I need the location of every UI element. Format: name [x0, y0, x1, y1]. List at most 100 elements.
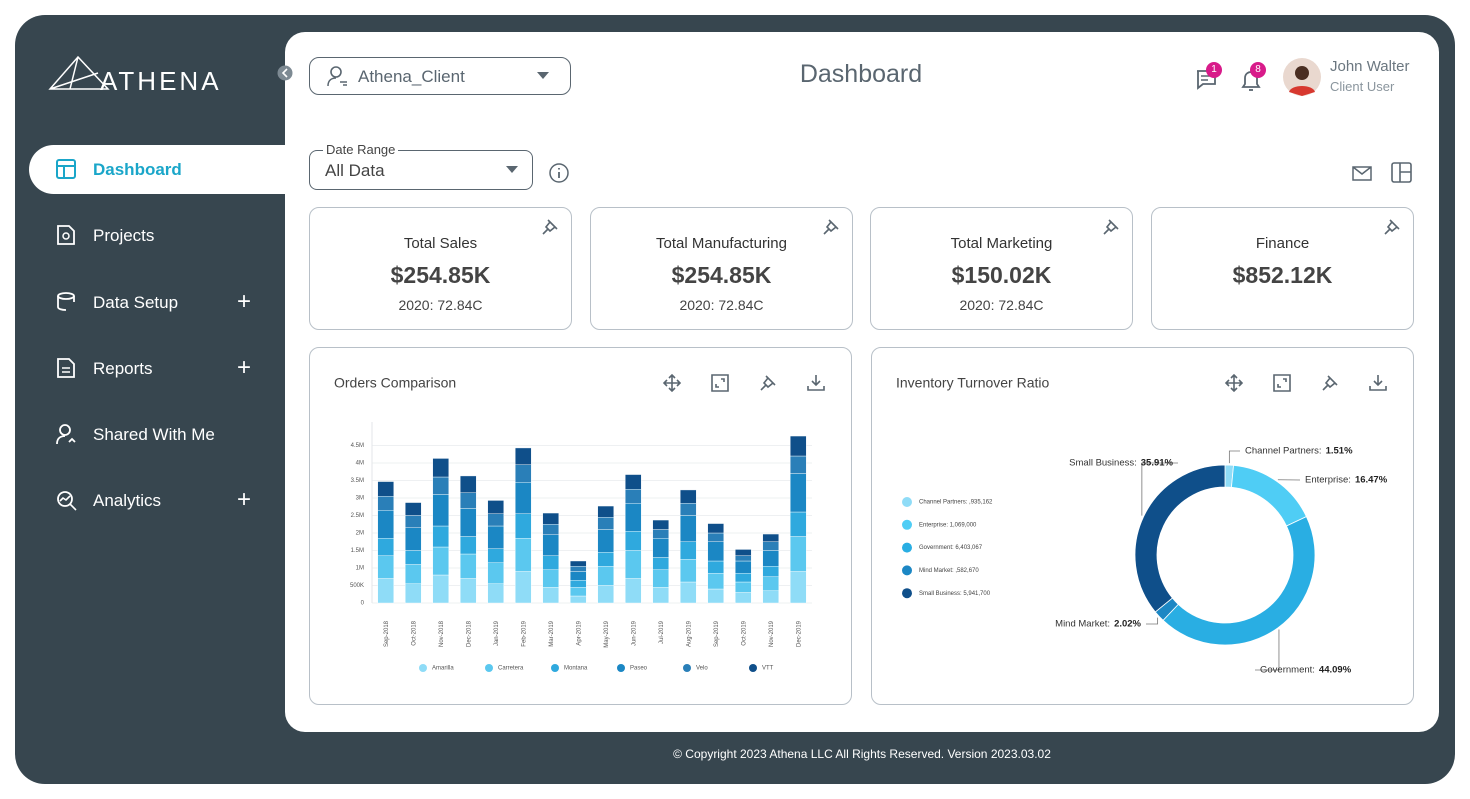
kpi-card: Total Sales $254.85K 2020: 72.84C — [309, 207, 572, 330]
move-icon[interactable] — [1224, 373, 1244, 393]
bar-segment — [707, 588, 724, 604]
bar-segment — [707, 541, 724, 562]
bar-segment — [790, 571, 807, 604]
client-selector[interactable] — [309, 57, 571, 95]
bar-segment — [735, 573, 752, 583]
bar-segment — [597, 585, 614, 604]
pin-icon[interactable] — [1322, 375, 1338, 391]
nav-item[interactable]: Analytics — [93, 491, 162, 510]
slice-value: 16.47% — [1355, 475, 1388, 486]
x-tick-label: Jun-2019 — [631, 620, 637, 646]
leader-line — [1141, 462, 1178, 516]
y-tick-label: 3.5M — [351, 478, 364, 484]
bar-segment — [707, 532, 724, 542]
bar-segment — [680, 541, 697, 560]
x-tick-label: Feb-2019 — [521, 620, 527, 646]
bar-segment — [762, 576, 779, 591]
bar-segment — [542, 524, 559, 535]
legend-label: Paseo — [630, 666, 648, 672]
expand-icon[interactable]: + — [237, 354, 252, 381]
pin-icon[interactable] — [822, 218, 842, 238]
kpi-card: Total Marketing $150.02K 2020: 72.84C — [870, 207, 1133, 330]
x-tick-label: Dec-2019 — [796, 620, 802, 647]
donut-slice — [1162, 516, 1316, 646]
expand-icon[interactable] — [711, 374, 729, 392]
bar-segment — [790, 473, 807, 513]
slice-label: Channel Partners: — [1245, 446, 1322, 457]
bar-segment — [570, 560, 587, 567]
download-icon[interactable] — [1369, 375, 1387, 391]
bar-segment — [570, 587, 587, 597]
x-tick-label: Dec-2018 — [466, 620, 472, 647]
nav-item[interactable]: Shared With Me — [93, 425, 215, 444]
bar-segment — [377, 481, 394, 497]
kpi-note: 2020: 72.84C — [398, 297, 483, 313]
bar-segment — [625, 503, 642, 532]
expand-icon[interactable]: + — [237, 486, 252, 513]
pin-icon[interactable] — [541, 218, 561, 238]
y-tick-label: 4.5M — [351, 443, 364, 449]
legend-marker — [902, 519, 912, 530]
kpi-title: Total Sales — [403, 235, 478, 252]
x-tick-label: Jul-2019 — [659, 620, 665, 644]
nav-item[interactable]: Reports — [93, 359, 153, 378]
bar-segment — [460, 536, 477, 555]
bar-segment — [762, 533, 779, 542]
bar-segment — [377, 510, 394, 539]
bar-segment — [652, 519, 669, 530]
kpi-title: Total Marketing — [950, 235, 1053, 252]
bar-segment — [570, 571, 587, 581]
x-tick-label: Sep-2019 — [714, 620, 720, 647]
nav-icon — [57, 225, 75, 245]
chart-title: Orders Comparison — [334, 375, 456, 391]
slice-label: Government: — [1260, 665, 1315, 676]
collapse-button[interactable] — [277, 65, 293, 81]
donut-slice — [1134, 464, 1226, 613]
pin-icon[interactable] — [760, 375, 776, 391]
x-tick-label: Nov-2019 — [769, 620, 775, 647]
bar-segment — [735, 549, 752, 556]
bar-segment — [377, 578, 394, 604]
bar-segment — [515, 464, 532, 483]
chart-card — [309, 347, 852, 705]
avatar[interactable] — [1283, 58, 1321, 96]
pin-icon[interactable] — [1102, 218, 1122, 238]
download-icon[interactable] — [807, 375, 825, 391]
bar-segment — [570, 566, 587, 572]
legend-label: Mind Market: ,582,670 — [919, 568, 979, 574]
nav-item[interactable]: Dashboard — [93, 160, 182, 179]
bar-segment — [377, 496, 394, 511]
bar-segment — [652, 538, 669, 558]
legend-marker — [485, 664, 493, 672]
email-icon[interactable] — [1350, 162, 1374, 184]
bar-segment — [405, 515, 422, 528]
bar-segment — [652, 557, 669, 570]
x-tick-label: Oct-2019 — [741, 620, 747, 645]
bar-segment — [762, 590, 779, 604]
expand-icon[interactable] — [1273, 374, 1291, 392]
nav-item[interactable]: Projects — [93, 226, 155, 245]
legend-label: VTT — [762, 666, 774, 672]
expand-icon[interactable]: + — [237, 288, 252, 315]
bar-segment — [597, 529, 614, 553]
layout-icon[interactable] — [1390, 161, 1414, 185]
pin-icon[interactable] — [1383, 218, 1403, 238]
bar-segment — [542, 555, 559, 570]
x-tick-label: Nov-2018 — [439, 620, 445, 647]
info-icon[interactable] — [548, 162, 570, 184]
nav-icon — [57, 358, 75, 378]
bar-segment — [597, 505, 614, 518]
bar-segment — [707, 560, 724, 574]
legend-marker — [617, 664, 625, 672]
slice-label: Small Business: — [1069, 458, 1137, 469]
notifications-badge: 8 — [1250, 62, 1266, 78]
legend-label: Government: 6,403,067 — [919, 545, 983, 551]
bar-segment — [735, 560, 752, 574]
nav-item[interactable]: Data Setup — [93, 293, 179, 312]
bar-segment — [432, 546, 449, 576]
move-icon[interactable] — [662, 373, 682, 393]
bar-segment — [625, 474, 642, 490]
chart-title: Inventory Turnover Ratio — [896, 375, 1050, 391]
date-range-select[interactable] — [309, 150, 533, 190]
